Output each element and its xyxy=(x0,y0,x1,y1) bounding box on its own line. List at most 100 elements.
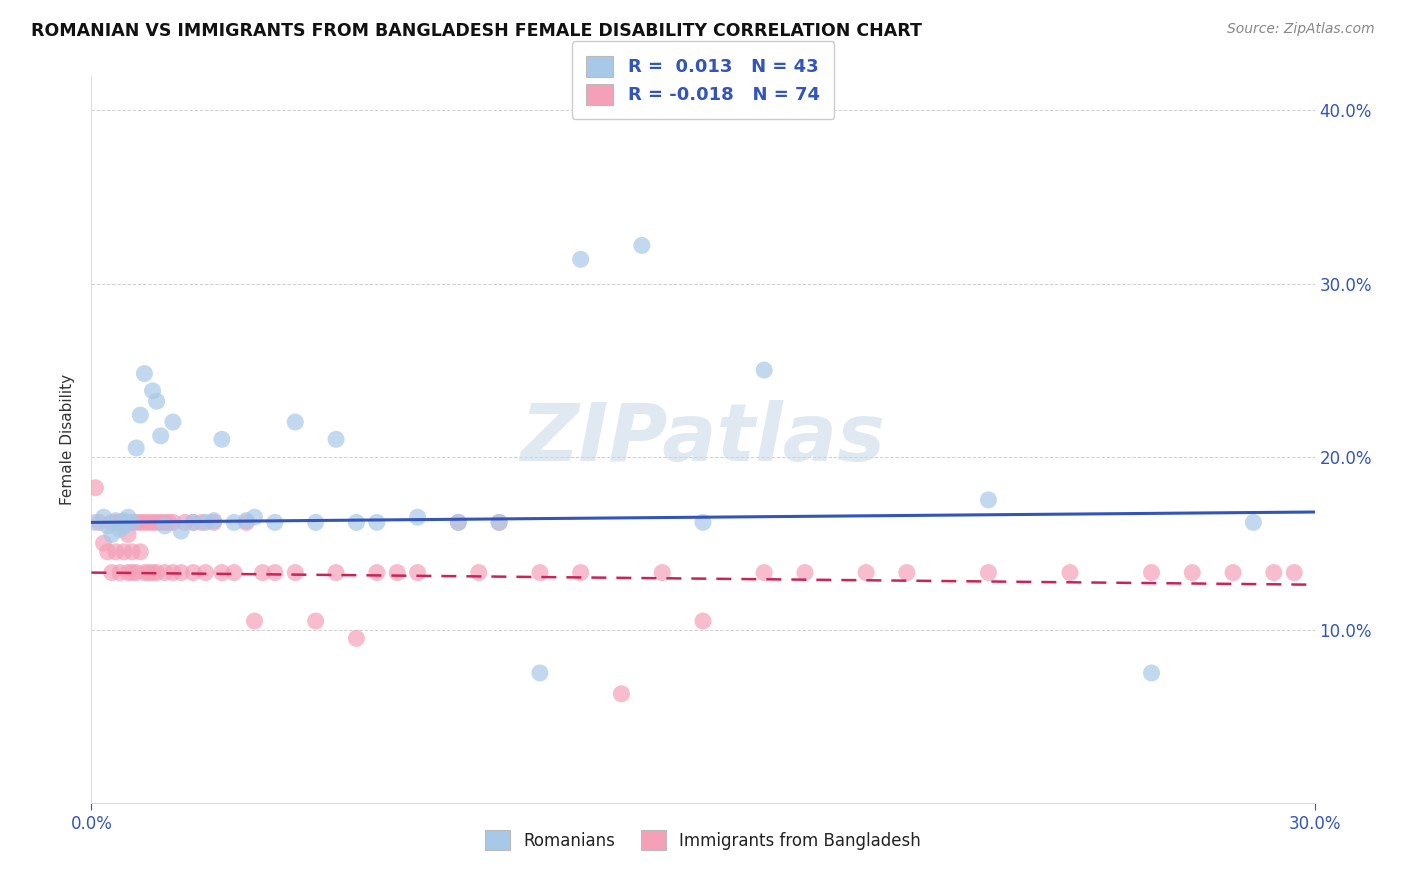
Point xyxy=(183,566,205,580)
Point xyxy=(366,516,388,530)
Point xyxy=(141,566,163,580)
Point xyxy=(125,566,148,580)
Point xyxy=(325,566,347,580)
Point xyxy=(101,516,124,530)
Point xyxy=(346,516,368,530)
Point xyxy=(202,516,225,530)
Point xyxy=(243,614,266,628)
Point xyxy=(569,566,592,580)
Point xyxy=(117,566,139,580)
Point xyxy=(284,566,307,580)
Point xyxy=(84,481,107,495)
Point xyxy=(97,545,120,559)
Point xyxy=(346,632,368,646)
Point xyxy=(977,492,1000,507)
Point xyxy=(304,516,326,530)
Point xyxy=(235,516,257,530)
Point xyxy=(138,566,160,580)
Point xyxy=(406,566,429,580)
Point xyxy=(211,432,233,446)
Point xyxy=(855,566,877,580)
Point xyxy=(754,363,776,377)
Point xyxy=(129,516,152,530)
Point xyxy=(692,614,714,628)
Point xyxy=(104,545,127,559)
Point xyxy=(149,516,172,530)
Point xyxy=(125,441,148,455)
Point xyxy=(125,516,148,530)
Point xyxy=(243,510,266,524)
Point xyxy=(754,566,776,580)
Point xyxy=(93,510,115,524)
Point xyxy=(145,516,167,530)
Point xyxy=(896,566,918,580)
Point xyxy=(121,516,143,530)
Point xyxy=(183,516,205,530)
Point xyxy=(145,566,167,580)
Point xyxy=(692,516,714,530)
Point xyxy=(170,524,193,538)
Point xyxy=(138,516,160,530)
Point xyxy=(108,516,131,530)
Point xyxy=(153,516,176,530)
Point xyxy=(121,516,143,530)
Point xyxy=(631,238,654,252)
Point xyxy=(117,510,139,524)
Point xyxy=(112,519,135,533)
Point xyxy=(153,519,176,533)
Point xyxy=(112,514,135,528)
Point xyxy=(1140,566,1163,580)
Point xyxy=(264,516,287,530)
Point xyxy=(174,516,197,530)
Point xyxy=(162,516,184,530)
Point xyxy=(222,566,246,580)
Point xyxy=(108,522,131,536)
Point xyxy=(104,514,127,528)
Point xyxy=(1243,516,1265,530)
Point xyxy=(447,516,470,530)
Point xyxy=(447,516,470,530)
Point xyxy=(467,566,491,580)
Point xyxy=(93,536,115,550)
Point xyxy=(141,384,163,398)
Point xyxy=(97,519,120,533)
Point xyxy=(569,252,592,267)
Point xyxy=(1059,566,1081,580)
Point xyxy=(190,516,212,530)
Point xyxy=(284,415,307,429)
Point xyxy=(84,516,107,530)
Point xyxy=(121,545,143,559)
Point xyxy=(157,516,180,530)
Point xyxy=(211,566,233,580)
Point xyxy=(101,566,124,580)
Point xyxy=(153,566,176,580)
Point xyxy=(162,566,184,580)
Text: ROMANIAN VS IMMIGRANTS FROM BANGLADESH FEMALE DISABILITY CORRELATION CHART: ROMANIAN VS IMMIGRANTS FROM BANGLADESH F… xyxy=(31,22,922,40)
Point xyxy=(406,510,429,524)
Point xyxy=(134,367,156,381)
Text: Source: ZipAtlas.com: Source: ZipAtlas.com xyxy=(1227,22,1375,37)
Point xyxy=(325,432,347,446)
Point xyxy=(162,415,184,429)
Point xyxy=(183,516,205,530)
Point xyxy=(1282,566,1305,580)
Point xyxy=(1263,566,1285,580)
Legend: Romanians, Immigrants from Bangladesh: Romanians, Immigrants from Bangladesh xyxy=(478,823,928,856)
Point xyxy=(1222,566,1244,580)
Point xyxy=(1140,665,1163,680)
Point xyxy=(108,566,131,580)
Point xyxy=(89,516,111,530)
Point xyxy=(366,566,388,580)
Point xyxy=(112,545,135,559)
Text: ZIPatlas: ZIPatlas xyxy=(520,401,886,478)
Point xyxy=(129,408,152,422)
Point xyxy=(304,614,326,628)
Point xyxy=(134,516,156,530)
Point xyxy=(129,545,152,559)
Point xyxy=(170,566,193,580)
Point xyxy=(112,516,135,530)
Point xyxy=(145,394,167,409)
Point xyxy=(117,527,139,541)
Point xyxy=(385,566,409,580)
Point xyxy=(101,527,124,541)
